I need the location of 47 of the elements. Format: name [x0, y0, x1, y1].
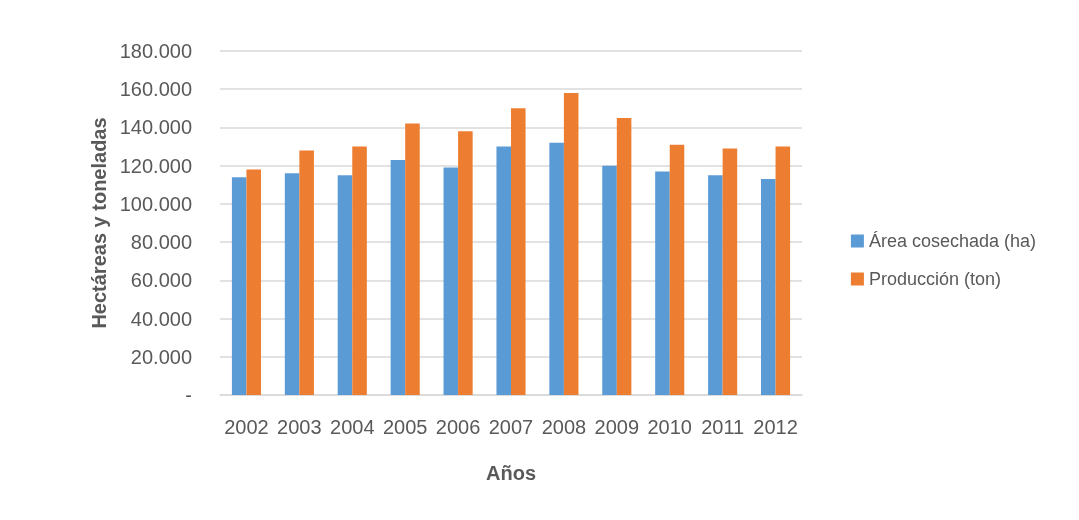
x-tick-label: 2005: [382, 416, 428, 438]
x-tick-label: 2007: [488, 416, 534, 438]
y-tick-label: 40.000: [130, 307, 192, 330]
bar: [722, 148, 738, 395]
x-tick-label: 2008: [541, 416, 587, 438]
legend-label: Producción (ton): [868, 269, 1001, 289]
bar: [708, 175, 723, 395]
y-tick-label: 100.000: [119, 192, 192, 215]
bar: [602, 165, 617, 395]
x-tick-label: 2011: [701, 416, 745, 438]
bar: [511, 108, 526, 395]
bar: [496, 146, 511, 395]
y-tick-label: 180.000: [119, 40, 192, 62]
y-axis-title: Hectáreas y toneladas: [87, 117, 110, 329]
x-tick-label: 2012: [753, 416, 798, 438]
bar: [549, 142, 564, 395]
y-tick-label: -: [185, 384, 192, 406]
x-tick-label: 2002: [224, 416, 269, 438]
bar: [669, 144, 685, 395]
bar: [616, 117, 632, 395]
y-tick-label: 160.000: [119, 78, 192, 101]
bar: [246, 169, 261, 395]
x-axis-title: Años: [486, 462, 536, 484]
x-tick-label: 2004: [330, 416, 375, 438]
x-tick-label: 2010: [647, 416, 692, 438]
legend-label: Área cosechada (ha): [868, 231, 1037, 251]
x-tick-label: 2006: [435, 416, 481, 438]
bar: [284, 173, 300, 395]
bar: [458, 131, 473, 395]
bar: [337, 175, 353, 395]
bar: [443, 167, 459, 395]
bar: [390, 159, 406, 395]
bar: [761, 179, 776, 395]
y-tick-label: 120.000: [119, 154, 192, 177]
y-tick-label: 60.000: [130, 269, 192, 292]
bar: [775, 146, 791, 395]
y-tick-label: 140.000: [119, 116, 192, 139]
bar: [563, 93, 579, 395]
x-tick-label: 2003: [277, 416, 322, 438]
bar: [352, 146, 367, 395]
y-tick-label: 20.000: [130, 345, 192, 368]
bar: [231, 177, 247, 395]
bar: [405, 123, 420, 395]
y-tick-label: 80.000: [130, 231, 192, 254]
bar: [299, 150, 314, 395]
x-tick-label: 2009: [594, 416, 640, 438]
bar: [655, 171, 670, 395]
